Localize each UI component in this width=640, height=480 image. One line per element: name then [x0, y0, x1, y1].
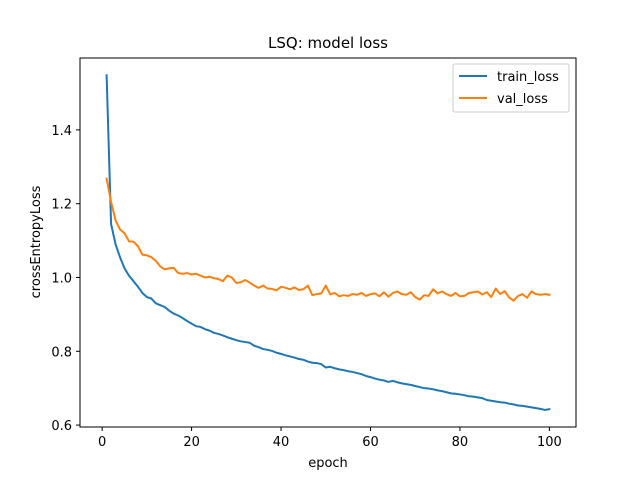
y-axis: 0.6 0.8 1.0 1.2 1.4 [51, 124, 80, 434]
chart-title: LSQ: model loss [268, 34, 388, 52]
x-axis-label: epoch [308, 456, 348, 471]
y-tick-label: 0.6 [51, 419, 72, 434]
legend: train_loss val_loss [452, 63, 570, 113]
x-tick-label: 80 [452, 435, 469, 450]
y-tick-label: 1.4 [51, 124, 72, 139]
legend-label-train-loss: train_loss [497, 70, 559, 85]
x-axis: 0 20 40 60 80 100 [98, 427, 562, 450]
legend-label-val-loss: val_loss [497, 92, 548, 107]
y-axis-label: crossEntropyLoss [29, 185, 44, 298]
x-tick-label: 100 [537, 435, 562, 450]
y-tick-label: 1.0 [51, 271, 72, 286]
x-tick-label: 0 [98, 435, 106, 450]
x-tick-label: 40 [273, 435, 290, 450]
y-tick-label: 1.2 [51, 198, 72, 213]
series-line-train-loss [105, 74, 551, 411]
x-tick-label: 60 [362, 435, 379, 450]
plot-frame [79, 57, 577, 428]
x-tick-label: 20 [183, 435, 200, 450]
y-tick-label: 0.8 [51, 345, 72, 360]
series-layer [105, 74, 551, 411]
series-line-val-loss [105, 177, 551, 302]
